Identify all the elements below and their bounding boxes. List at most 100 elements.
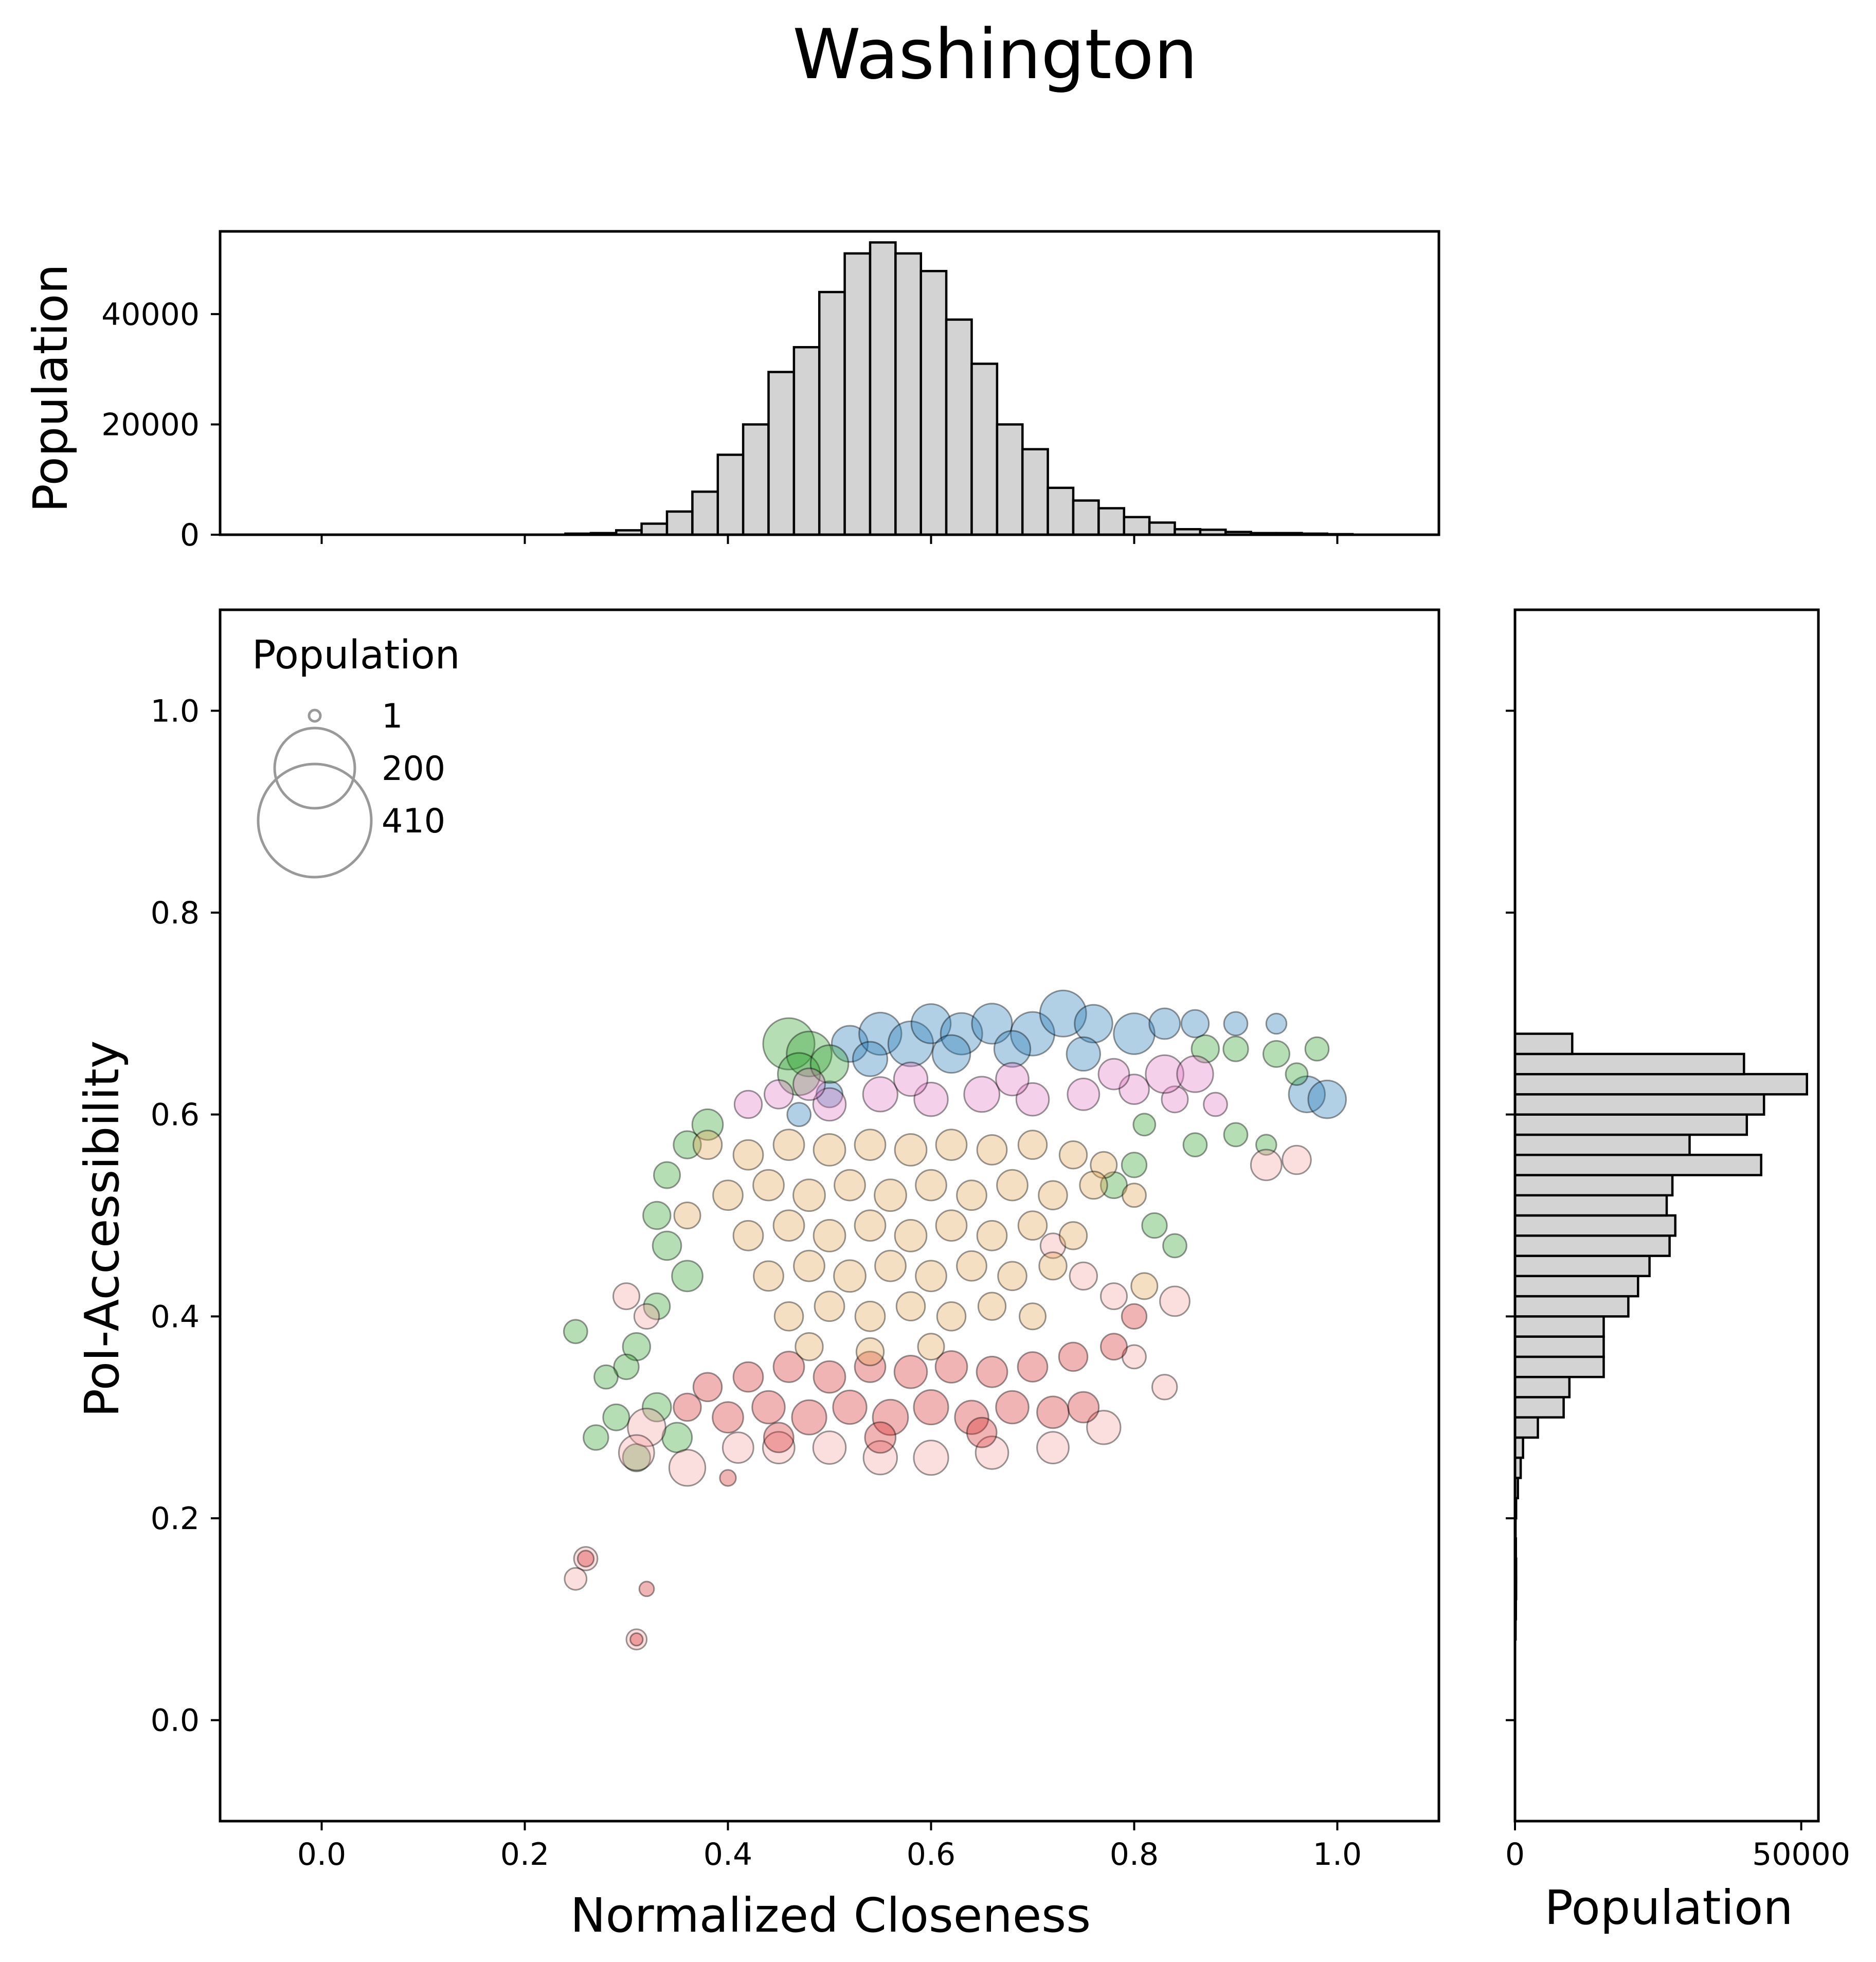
scatter-point xyxy=(1141,1212,1168,1239)
scatter-point xyxy=(692,1130,723,1160)
scatter-point xyxy=(1066,1036,1102,1072)
scatter-point xyxy=(583,1424,609,1451)
scatter-point xyxy=(692,1372,723,1403)
scatter-point xyxy=(993,1030,1032,1068)
scatter-point xyxy=(956,1250,987,1282)
scatter-point xyxy=(795,1332,824,1361)
scatter-point xyxy=(1130,1272,1159,1300)
scatter-point xyxy=(622,1443,652,1473)
right-histogram-bar xyxy=(1513,1255,1651,1278)
scatter-point xyxy=(661,1422,693,1454)
scatter-point xyxy=(1039,1232,1067,1259)
top-histogram-bar xyxy=(996,423,1024,536)
right-histogram-bar xyxy=(1513,1073,1808,1096)
right-histogram-bar xyxy=(1513,1315,1605,1338)
scatter-point xyxy=(1038,1251,1068,1281)
x-tick-label: 1.0 xyxy=(1313,1837,1362,1873)
scatter-point xyxy=(854,1129,887,1161)
scatter-point xyxy=(833,1259,867,1293)
scatter-point xyxy=(1074,1004,1113,1044)
scatter-point xyxy=(1132,1113,1157,1137)
scatter-point xyxy=(913,1389,949,1426)
scatter-point xyxy=(1100,1282,1128,1311)
scatter-point xyxy=(996,1169,1029,1202)
scatter-series-3 xyxy=(564,1145,1312,1650)
top-histogram-bar xyxy=(1021,448,1049,536)
scatter-point xyxy=(976,1355,1008,1388)
size-legend-label: 410 xyxy=(382,802,445,841)
scatter-point xyxy=(1010,1011,1055,1057)
x-tick-label: 0.0 xyxy=(297,1837,346,1873)
scatter-point xyxy=(668,1449,707,1487)
top-histogram-frame xyxy=(219,230,1440,536)
scatter-point xyxy=(751,1390,786,1425)
top-histogram-bar xyxy=(843,252,872,536)
scatter-point xyxy=(1079,1170,1108,1200)
scatter-point xyxy=(809,1044,850,1084)
top-histogram-bar xyxy=(945,318,973,536)
scatter-point xyxy=(1119,1074,1150,1105)
scatter-points xyxy=(563,989,1347,1650)
top-histogram-bar xyxy=(792,346,821,536)
scatter-point xyxy=(1017,1210,1048,1241)
scatter-point xyxy=(935,1209,968,1242)
size-legend-marker xyxy=(273,726,356,810)
scatter-point xyxy=(1222,1036,1249,1062)
scatter-point xyxy=(971,1003,1013,1045)
main-plot-frame xyxy=(219,608,1440,1823)
scatter-point xyxy=(732,1139,764,1171)
scatter-point xyxy=(573,1546,599,1571)
y-tick-label: 0.4 xyxy=(151,1299,200,1335)
scatter-point xyxy=(976,1134,1008,1166)
right-histogram-bar xyxy=(1513,1234,1671,1257)
scatter-point xyxy=(1190,1034,1220,1064)
scatter-point xyxy=(1285,1062,1309,1086)
scatter-point xyxy=(763,1422,795,1454)
scatter-point xyxy=(1058,1341,1089,1372)
right-histogram-bar xyxy=(1513,1355,1605,1378)
scatter-point xyxy=(642,1392,672,1423)
scatter-point xyxy=(673,1130,702,1159)
scatter-point xyxy=(874,1178,907,1212)
scatter-point xyxy=(813,1133,846,1167)
scatter-point xyxy=(893,1061,929,1097)
right-histogram-bar xyxy=(1513,1335,1605,1358)
scatter-point xyxy=(854,1209,887,1242)
scatter-point xyxy=(1038,1180,1068,1210)
scatter-point xyxy=(1113,1012,1156,1055)
scatter-point xyxy=(1159,1285,1190,1317)
scatter-point xyxy=(762,1017,816,1070)
top-histogram-bar xyxy=(818,290,846,536)
scatter-point xyxy=(1036,1431,1070,1465)
scatter-point xyxy=(1223,1011,1249,1037)
scatter-point xyxy=(1180,1009,1210,1039)
right-histogram: 0 50000 xyxy=(1505,608,1850,1873)
x-tick-label: 0.2 xyxy=(500,1837,549,1873)
top-histogram-bar xyxy=(1072,499,1100,536)
scatter-point xyxy=(652,1230,682,1261)
scatter-point xyxy=(1036,1395,1070,1429)
x-axis-label: Normalized Closeness xyxy=(570,1888,1091,1943)
scatter-point xyxy=(1090,1151,1118,1179)
scatter-point xyxy=(712,1401,744,1434)
scatter-point xyxy=(915,1169,947,1202)
scatter-point xyxy=(934,1350,968,1384)
scatter-point xyxy=(1176,1055,1214,1093)
scatter-point xyxy=(732,1361,764,1393)
scatter-point xyxy=(854,1351,887,1383)
scatter-point xyxy=(633,1303,660,1330)
x-tick-label: 0.6 xyxy=(907,1837,955,1873)
scatter-point xyxy=(872,1398,909,1436)
scatter-point xyxy=(1250,1149,1283,1182)
top-histogram: 0 20000 40000 xyxy=(101,230,1440,553)
right-histogram-x-tick-label: 0 xyxy=(1505,1837,1525,1873)
scatter-point xyxy=(887,1020,934,1067)
scatter-point xyxy=(1161,1085,1189,1114)
scatter-point xyxy=(764,1079,794,1110)
right-histogram-bar xyxy=(1513,1133,1691,1156)
top-histogram-bar xyxy=(716,453,745,536)
scatter-point xyxy=(773,1301,804,1332)
top-histogram-bar xyxy=(894,252,923,536)
scatter-point xyxy=(1058,1221,1088,1250)
top-histogram-bar xyxy=(665,510,694,536)
